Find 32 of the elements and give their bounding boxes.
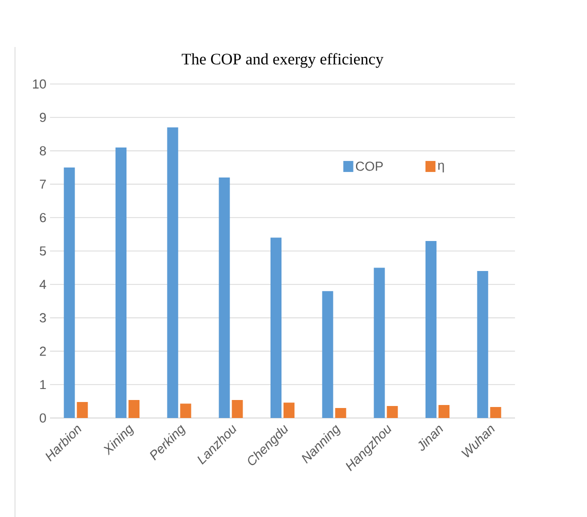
- bar: [232, 400, 243, 418]
- y-tick-label: 9: [40, 112, 46, 122]
- y-tick-label: 1: [40, 380, 46, 390]
- bar: [386, 406, 398, 418]
- y-tick-label: 0: [40, 413, 46, 423]
- bar: [76, 402, 88, 418]
- y-tick-label: 8: [40, 146, 46, 156]
- bar: [180, 404, 192, 418]
- legend-label: η: [438, 162, 444, 172]
- legend-label: COP: [356, 162, 383, 171]
- bar: [128, 400, 140, 418]
- bar: [322, 291, 334, 418]
- y-tick-label: 2: [40, 346, 46, 356]
- y-tick-label: 4: [40, 280, 46, 289]
- y-tick-label: 10: [33, 79, 46, 89]
- y-tick-label: 5: [40, 246, 46, 256]
- bar: [335, 408, 346, 418]
- bar: [477, 271, 488, 418]
- bar: [218, 178, 230, 418]
- bar: [64, 167, 75, 418]
- y-tick-label: 6: [40, 212, 46, 222]
- bar: [284, 402, 294, 418]
- bar: [270, 238, 282, 418]
- bar: [438, 404, 450, 418]
- bar: [425, 240, 436, 418]
- bar: [374, 268, 385, 418]
- y-tick-label: 3: [40, 313, 46, 322]
- bar: [490, 406, 502, 418]
- bar: [167, 127, 178, 418]
- chart-title: The COP and exergy efficiency: [182, 53, 384, 68]
- bar: [116, 147, 127, 418]
- y-tick-label: 7: [40, 180, 46, 189]
